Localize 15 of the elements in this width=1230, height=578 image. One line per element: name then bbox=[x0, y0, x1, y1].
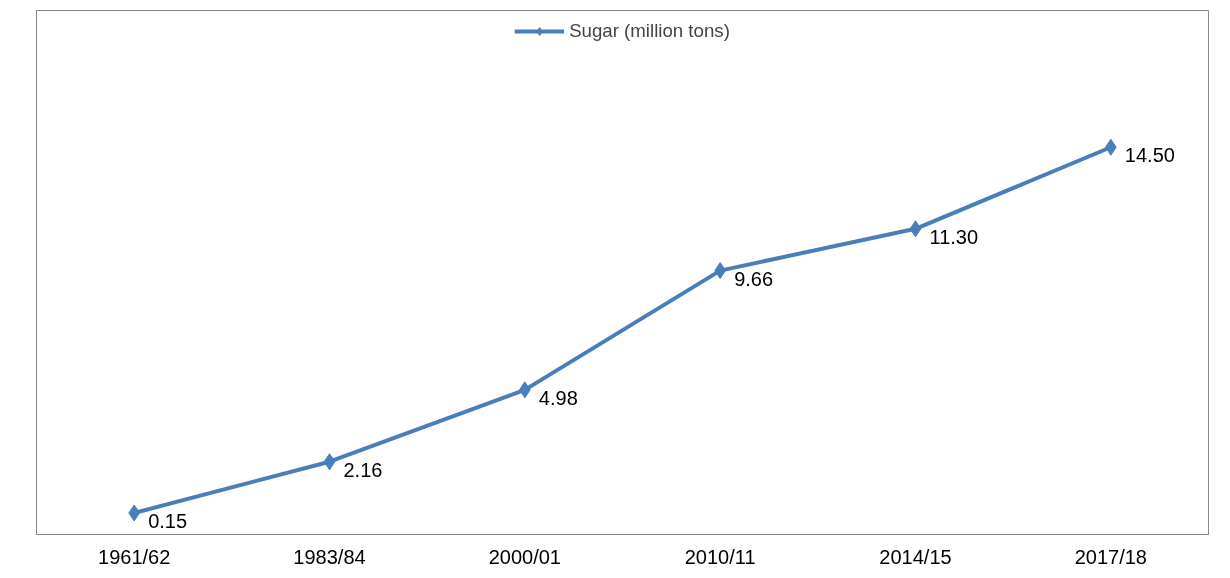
legend-label: Sugar (million tons) bbox=[569, 20, 730, 42]
point bbox=[909, 220, 922, 238]
data-label: 4.98 bbox=[538, 386, 578, 409]
data-label: 0.15 bbox=[148, 509, 188, 532]
x-tick-label: 2010/11 bbox=[684, 545, 756, 568]
x-tick-label: 2000/01 bbox=[488, 545, 561, 568]
data-label: 14.50 bbox=[1124, 144, 1175, 167]
x-tick-label: 1961/62 bbox=[98, 545, 171, 568]
data-label: 9.66 bbox=[734, 267, 774, 290]
x-tick-label: 1983/84 bbox=[293, 545, 366, 568]
point bbox=[323, 453, 336, 471]
x-tick-label: 2014/15 bbox=[879, 545, 952, 568]
data-label: 2.16 bbox=[343, 458, 383, 481]
x-tick-label: 2017/18 bbox=[1074, 545, 1147, 568]
data-label: 11.30 bbox=[929, 225, 979, 248]
